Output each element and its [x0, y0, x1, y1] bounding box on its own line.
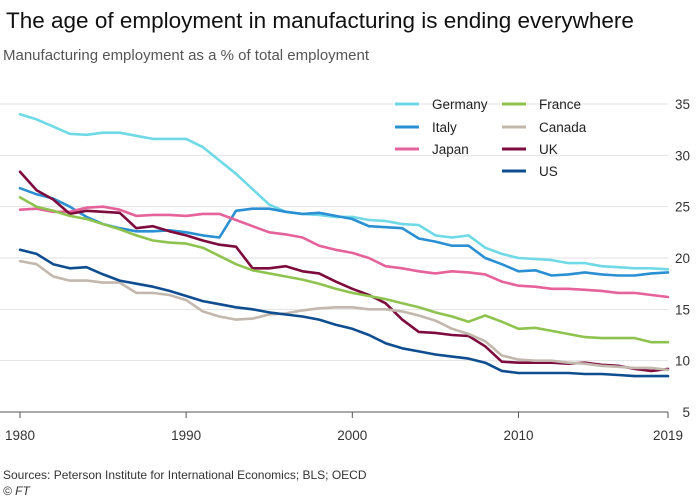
- legend-item-canada: Canada: [502, 120, 587, 135]
- legend-label: France: [539, 97, 581, 112]
- legend-label: Italy: [432, 120, 457, 135]
- y-tick-label: 25: [675, 200, 690, 215]
- y-tick-label: 20: [675, 251, 690, 266]
- legend-item-germany: Germany: [395, 97, 488, 112]
- series-line-japan: [18, 205, 670, 299]
- series-line-canada: [18, 259, 670, 372]
- x-tick-label: 2010: [503, 428, 533, 443]
- chart-title: The age of employment in manufacturing i…: [6, 8, 634, 33]
- series-lines: [18, 113, 670, 378]
- series-line-italy: [18, 186, 670, 277]
- legend-item-uk: UK: [502, 142, 558, 157]
- legend-item-us: US: [502, 164, 558, 179]
- series-line-uk: [18, 170, 670, 373]
- y-axis: 5 10 15 20 25 30 35: [675, 97, 690, 420]
- series-line-france: [18, 196, 670, 344]
- legend: Germany Italy Japan UK France Canada US: [395, 97, 587, 179]
- legend-label: Japan: [432, 142, 469, 157]
- y-tick-label: 30: [675, 148, 690, 163]
- series-line-germany: [18, 113, 670, 271]
- y-tick-label: 35: [675, 97, 690, 112]
- legend-label: US: [539, 164, 558, 179]
- source-note: Sources: Peterson Institute for Internat…: [3, 468, 367, 482]
- x-tick-label: 2000: [337, 428, 367, 443]
- credit-note: © FT: [3, 484, 30, 498]
- y-tick-label: 5: [682, 405, 690, 420]
- legend-item-italy: Italy: [395, 120, 457, 135]
- x-tick-label: 1990: [171, 428, 201, 443]
- x-tick-label: 2019: [653, 428, 683, 443]
- legend-label: Germany: [432, 97, 488, 112]
- legend-item-france: France: [502, 97, 581, 112]
- grid-lines: [0, 103, 668, 362]
- chart-subtitle: Manufacturing employment as a % of total…: [3, 47, 370, 64]
- legend-label: UK: [539, 142, 558, 157]
- y-tick-label: 10: [675, 354, 690, 369]
- y-tick-label: 15: [675, 302, 690, 317]
- legend-item-japan: Japan: [395, 142, 469, 157]
- x-tick-label: 1980: [5, 428, 35, 443]
- legend-label: Canada: [539, 120, 587, 135]
- x-axis: 1980 1990 2000 2010 2019: [0, 411, 683, 443]
- series-line-us: [18, 248, 670, 378]
